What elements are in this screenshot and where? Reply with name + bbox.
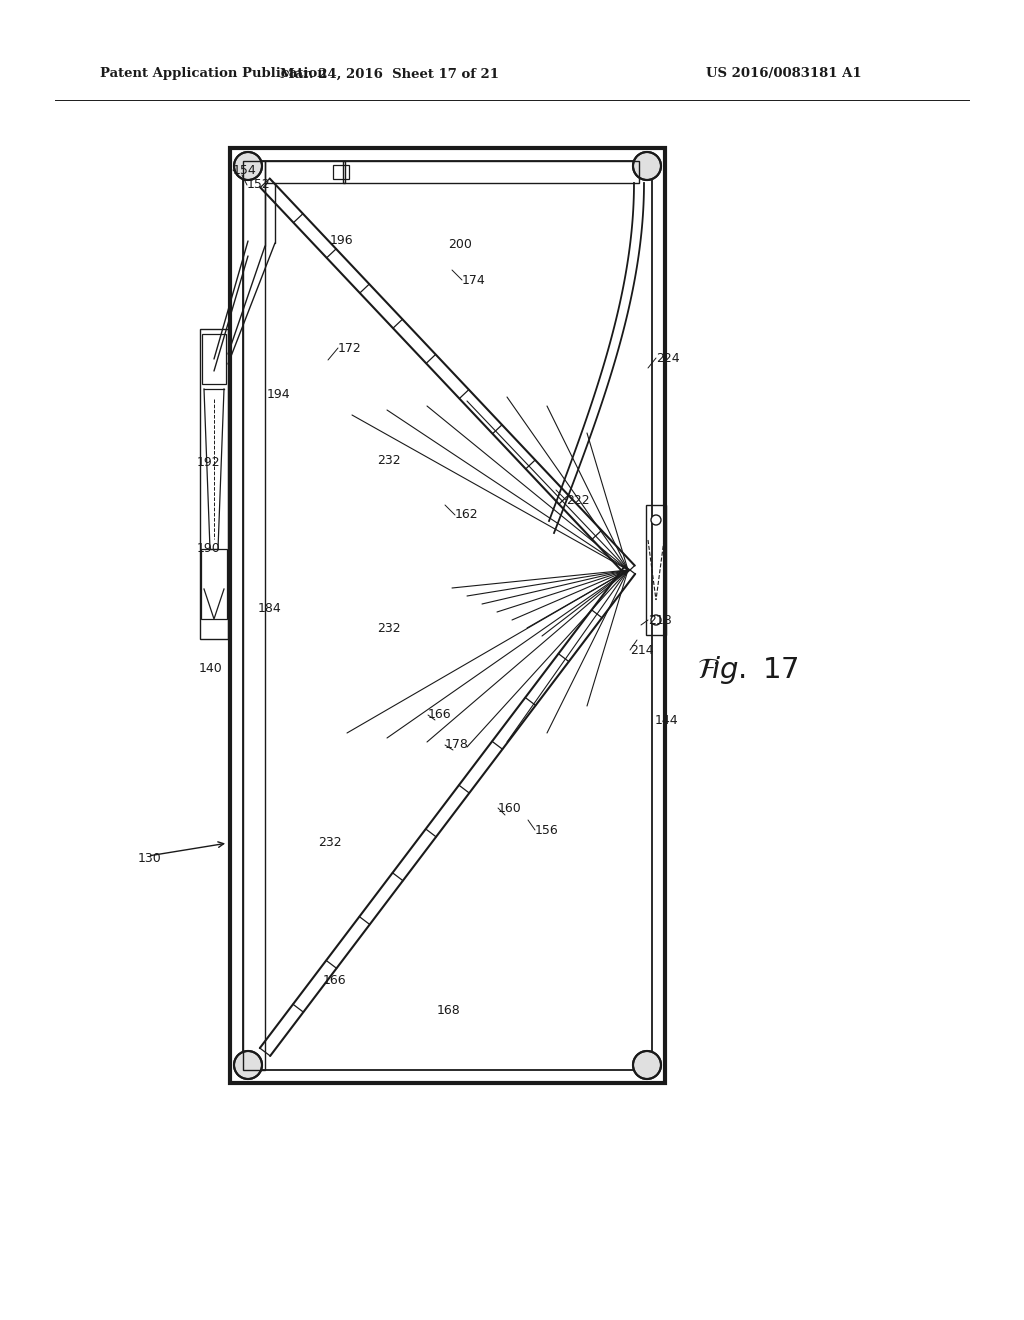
Text: 194: 194 xyxy=(267,388,291,401)
Bar xyxy=(201,549,227,619)
Text: 144: 144 xyxy=(655,714,679,726)
Text: 232: 232 xyxy=(377,622,400,635)
Text: Mar. 24, 2016  Sheet 17 of 21: Mar. 24, 2016 Sheet 17 of 21 xyxy=(281,67,500,81)
Text: 214: 214 xyxy=(630,644,653,656)
Text: 160: 160 xyxy=(498,801,522,814)
Text: 224: 224 xyxy=(656,351,680,364)
Text: 196: 196 xyxy=(330,234,353,247)
Bar xyxy=(202,334,226,384)
Circle shape xyxy=(633,1051,662,1078)
Text: 232: 232 xyxy=(377,454,400,466)
Text: US 2016/0083181 A1: US 2016/0083181 A1 xyxy=(706,67,861,81)
Text: 152: 152 xyxy=(247,178,270,191)
Bar xyxy=(243,161,652,1071)
Text: 168: 168 xyxy=(437,1003,461,1016)
Circle shape xyxy=(651,515,662,525)
Text: 162: 162 xyxy=(455,508,478,521)
Bar xyxy=(265,161,345,183)
Text: 218: 218 xyxy=(648,614,672,627)
Text: 172: 172 xyxy=(338,342,361,355)
Text: 178: 178 xyxy=(445,738,469,751)
Text: 200: 200 xyxy=(449,239,472,252)
Text: 154: 154 xyxy=(233,164,257,177)
Text: 166: 166 xyxy=(323,974,347,986)
Text: Patent Application Publication: Patent Application Publication xyxy=(100,67,327,81)
Text: 140: 140 xyxy=(199,661,223,675)
Bar xyxy=(230,148,665,1082)
Circle shape xyxy=(234,1051,262,1078)
Bar xyxy=(333,165,349,180)
Text: 192: 192 xyxy=(197,455,220,469)
Text: 190: 190 xyxy=(197,541,221,554)
Bar xyxy=(243,161,265,1071)
Circle shape xyxy=(234,152,262,180)
Text: 156: 156 xyxy=(535,824,559,837)
Circle shape xyxy=(633,152,662,180)
Text: 174: 174 xyxy=(462,273,485,286)
Bar xyxy=(200,329,228,639)
Text: 232: 232 xyxy=(318,837,342,850)
Circle shape xyxy=(651,615,662,624)
Bar xyxy=(343,161,639,183)
Bar xyxy=(646,506,666,635)
Text: $\mathcal{F}\!\mathit{ig.}\ 17$: $\mathcal{F}\!\mathit{ig.}\ 17$ xyxy=(697,653,799,686)
Text: 222: 222 xyxy=(566,494,590,507)
Text: 184: 184 xyxy=(258,602,282,615)
Text: 130: 130 xyxy=(138,851,162,865)
Text: 166: 166 xyxy=(428,709,452,722)
